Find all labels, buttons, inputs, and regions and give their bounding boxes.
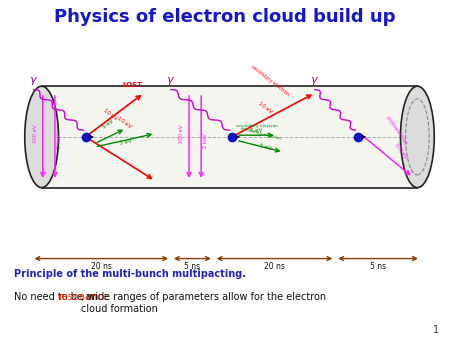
Text: 1: 1 [432, 324, 439, 335]
Text: 10 eV: 10 eV [103, 107, 118, 121]
Text: 300 eV: 300 eV [33, 124, 38, 143]
Text: No need to be on: No need to be on [14, 292, 101, 303]
Text: LOST: LOST [123, 82, 143, 88]
Text: secondary electron: secondary electron [235, 124, 278, 128]
Text: secondary electron: secondary electron [250, 65, 290, 97]
Text: $\gamma$: $\gamma$ [310, 75, 320, 87]
Text: 300 eV: 300 eV [179, 124, 184, 143]
Text: 5 eV: 5 eV [102, 118, 114, 129]
Ellipse shape [400, 86, 434, 188]
Text: resonance: resonance [58, 292, 108, 303]
Text: 20 ns: 20 ns [91, 262, 112, 271]
Text: , wide ranges of parameters allow for the electron
cloud formation: , wide ranges of parameters allow for th… [81, 292, 327, 314]
Text: 2 keV: 2 keV [57, 133, 62, 148]
Bar [41, 86, 418, 188]
Text: $\gamma$: $\gamma$ [166, 75, 176, 87]
Text: 2 keV: 2 keV [203, 133, 208, 148]
Text: secondary electron: secondary electron [240, 126, 282, 141]
Text: 5 ns: 5 ns [184, 262, 200, 271]
Text: 10 eV: 10 eV [116, 116, 131, 129]
Ellipse shape [25, 86, 59, 188]
Text: Principle of the multi-bunch multipacting.: Principle of the multi-bunch multipactin… [14, 269, 246, 279]
Text: 300 eV: 300 eV [393, 142, 408, 160]
Text: $\gamma$: $\gamma$ [29, 75, 38, 87]
Text: Physics of electron cloud build up: Physics of electron cloud build up [54, 8, 396, 26]
Text: 10 eV: 10 eV [258, 100, 273, 114]
Text: 5 eV: 5 eV [119, 139, 133, 146]
Text: 20 ns: 20 ns [264, 262, 285, 271]
Text: 5 eV: 5 eV [259, 143, 272, 151]
Text: photoelectron: photoelectron [384, 115, 408, 146]
Text: 5 eV: 5 eV [250, 128, 263, 133]
Text: 5 ns: 5 ns [370, 262, 386, 271]
